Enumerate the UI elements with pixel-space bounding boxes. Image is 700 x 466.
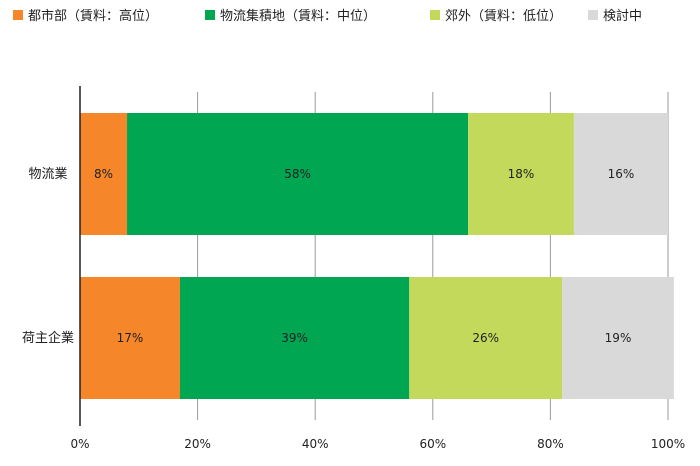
x-axis-ticks: 0% 20% 40% 60% 80% 100% xyxy=(70,437,685,451)
bar-segment xyxy=(468,113,574,235)
bar-segment xyxy=(179,277,410,399)
legend-item: 郊外（賃料：低位） xyxy=(430,8,562,24)
x-tick-label: 0% xyxy=(70,437,89,451)
x-tick-label: 20% xyxy=(184,437,211,451)
bar-segment xyxy=(409,277,563,399)
legend-swatch xyxy=(430,10,440,20)
bar-segment xyxy=(573,113,668,235)
category-label: 物流業 xyxy=(28,166,67,182)
data-label: 18% xyxy=(508,167,535,181)
data-label: 26% xyxy=(472,331,499,345)
legend-label: 検討中 xyxy=(603,8,642,24)
x-tick-label: 60% xyxy=(419,437,446,451)
x-tick-label: 80% xyxy=(537,437,564,451)
data-label: 17% xyxy=(117,331,144,345)
data-label: 16% xyxy=(608,167,635,181)
bar-segment xyxy=(80,277,180,399)
legend-label: 都市部（賃料：高位） xyxy=(28,8,158,24)
data-label: 58% xyxy=(284,167,311,181)
legend-item: 都市部（賃料：高位） xyxy=(13,8,158,24)
x-tick-label: 100% xyxy=(651,437,685,451)
legend-item: 検討中 xyxy=(588,8,642,24)
bar-segment xyxy=(127,113,469,235)
data-label: 39% xyxy=(281,331,308,345)
x-tick-label: 40% xyxy=(302,437,329,451)
data-label: 8% xyxy=(94,167,113,181)
legend-swatch xyxy=(588,10,598,20)
bars: 8% 58% 18% 16% 17% 39% 26% 19% xyxy=(80,113,674,399)
bar-segment xyxy=(80,113,128,235)
legend-label: 郊外（賃料：低位） xyxy=(445,8,562,24)
legend-swatch xyxy=(13,10,23,20)
legend-item: 物流集積地（賃料：中位） xyxy=(205,8,376,24)
legend: 都市部（賃料：高位） 物流集積地（賃料：中位） 郊外（賃料：低位） 検討中 xyxy=(13,8,642,24)
legend-swatch xyxy=(205,10,215,20)
data-label: 19% xyxy=(605,331,632,345)
bar-segment xyxy=(562,277,674,399)
category-label: 荷主企業 xyxy=(22,330,74,346)
legend-label: 物流集積地（賃料：中位） xyxy=(220,8,376,24)
